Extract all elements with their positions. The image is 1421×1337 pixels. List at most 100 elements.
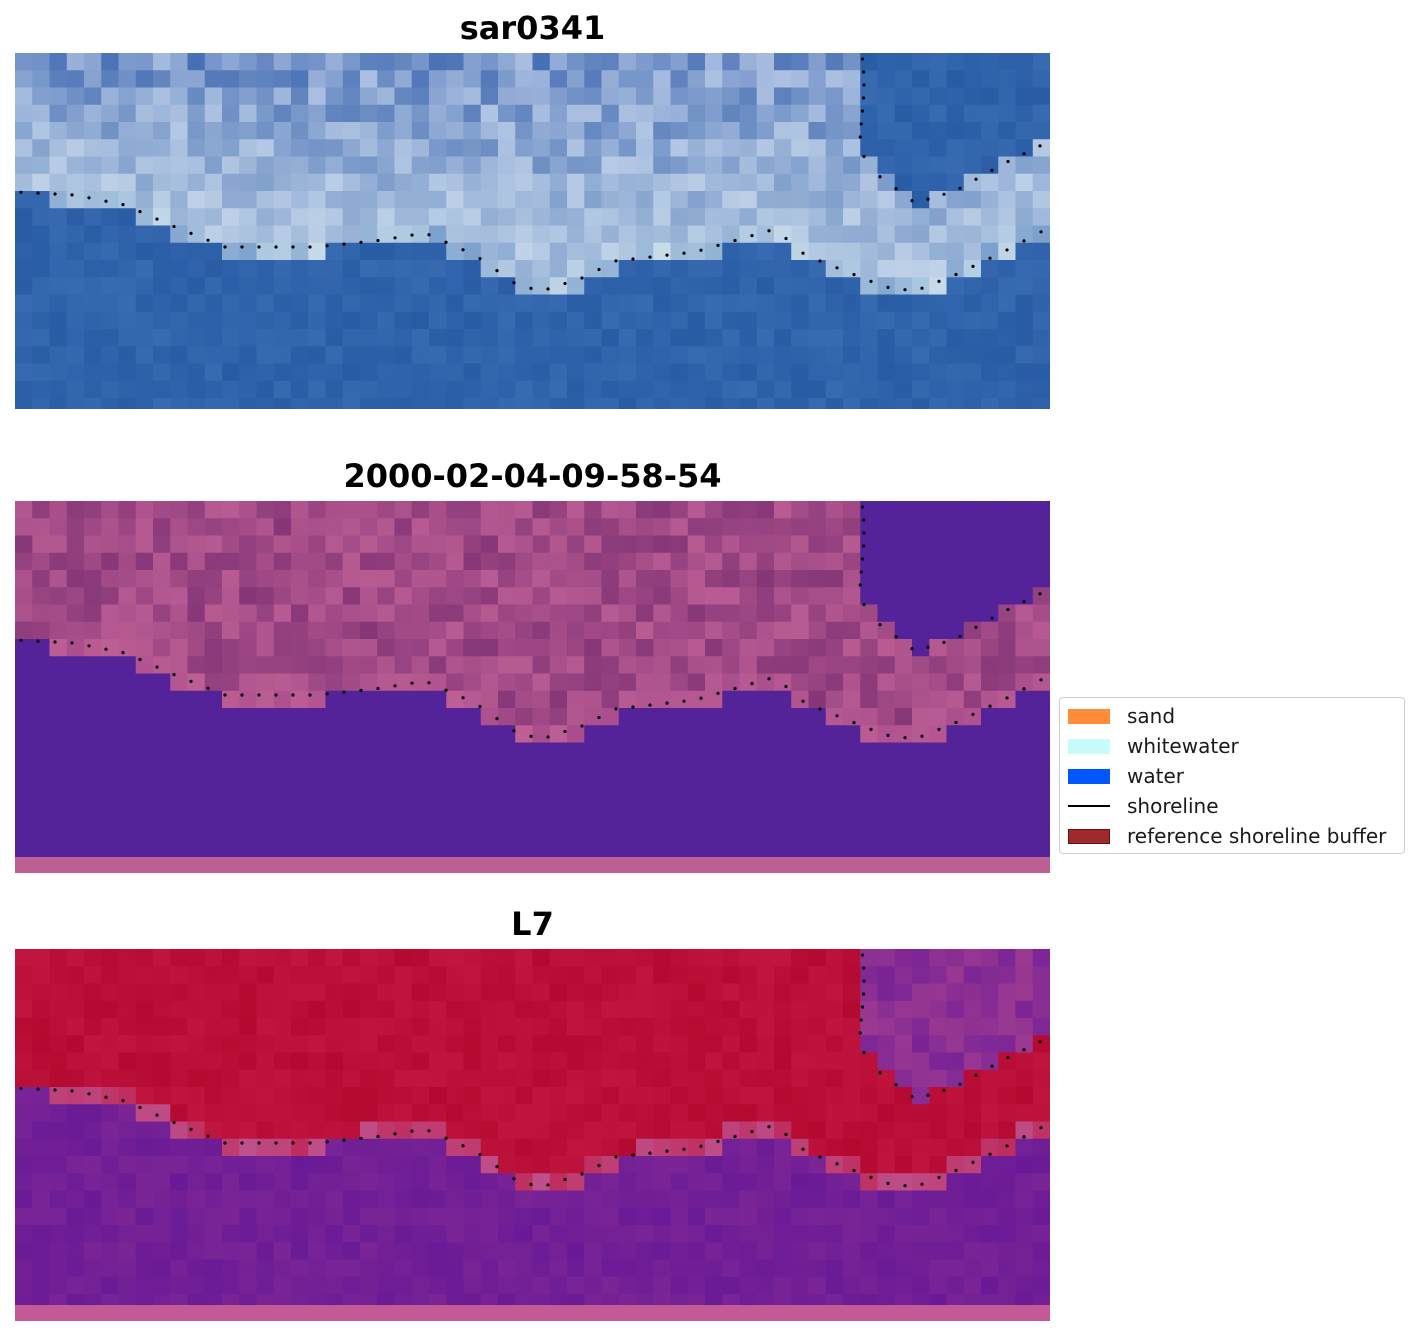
pixel-cell — [998, 708, 1017, 726]
pixel-cell — [135, 1190, 154, 1209]
pixel-cell — [981, 570, 999, 588]
pixel-cell — [204, 122, 223, 140]
pixel-cell — [998, 1035, 1017, 1054]
pixel-cell — [946, 639, 965, 657]
pixel-cell — [981, 1294, 999, 1305]
pixel-cell — [222, 777, 240, 795]
pixel-cell — [84, 1259, 102, 1278]
pixel-cell — [135, 380, 154, 399]
pixel-cell — [963, 70, 982, 89]
pixel-cell — [273, 690, 292, 709]
pixel-cell — [15, 518, 33, 537]
pixel-cell — [687, 966, 706, 985]
pixel-cell — [532, 535, 551, 554]
pixel-cell — [256, 208, 275, 227]
pixel-cell — [498, 380, 516, 399]
pixel-cell — [325, 1138, 344, 1157]
pixel-cell — [49, 673, 68, 692]
pixel-cell — [256, 1207, 275, 1226]
pixel-cell — [549, 983, 568, 1002]
pixel-cell — [411, 1207, 430, 1226]
pixel-cell — [480, 70, 499, 89]
pixel-cell — [480, 1018, 499, 1036]
pixel-cell — [187, 398, 206, 409]
pixel-cell — [360, 794, 378, 813]
pixel-cell — [480, 1087, 499, 1105]
pixel-cell — [618, 311, 637, 330]
pixel-cell — [653, 260, 672, 278]
pixel-cell — [843, 294, 861, 313]
pixel-cell — [1015, 1276, 1034, 1295]
pixel-cell — [153, 208, 171, 227]
pixel-cell — [308, 1242, 327, 1261]
pixel-cell — [860, 1207, 879, 1226]
pixel-cell — [601, 87, 620, 106]
shoreline-dot — [750, 682, 754, 686]
shoreline-dot — [410, 681, 414, 685]
pixel-cell — [222, 1087, 240, 1105]
pixel-cell — [498, 173, 516, 192]
pixel-cell — [170, 811, 189, 830]
pixel-cell — [843, 70, 861, 89]
pixel-cell — [66, 570, 85, 588]
pixel-cell — [463, 53, 482, 71]
pixel-cell — [187, 708, 206, 726]
pixel-cell — [463, 1276, 482, 1295]
pixel-cell — [118, 777, 137, 795]
pixel-cell — [463, 811, 482, 830]
pixel-cell — [808, 1173, 827, 1192]
pixel-cell — [1015, 518, 1034, 537]
pixel-cell — [411, 552, 430, 571]
pixel-cell — [49, 690, 68, 709]
pixel-cell — [222, 552, 240, 571]
pixel-cell — [15, 949, 33, 967]
pixel-cell — [567, 1259, 585, 1278]
pixel-cell — [480, 656, 499, 675]
pixel-cell — [15, 621, 33, 640]
pixel-cell — [170, 690, 189, 709]
pixel-cell — [66, 742, 85, 761]
pixel-cell — [825, 398, 844, 409]
pixel-cell — [791, 208, 810, 227]
pixel-cell — [774, 139, 792, 158]
pixel-cell — [291, 156, 309, 175]
pixel-cell — [66, 277, 85, 296]
pixel-cell — [653, 1035, 672, 1054]
pixel-cell — [360, 552, 378, 571]
pixel-cell — [981, 1035, 999, 1054]
pixel-cell — [49, 1276, 68, 1295]
pixel-cell — [774, 828, 792, 847]
pixel-cell — [1015, 621, 1034, 640]
pixel-cell — [722, 1087, 741, 1105]
pixel-cell — [791, 173, 810, 192]
pixel-cell — [239, 225, 258, 244]
pixel-cell — [549, 70, 568, 89]
pixel-cell — [532, 552, 551, 571]
pixel-cell — [308, 242, 327, 261]
pixel-cell — [739, 346, 758, 365]
shoreline-dot — [104, 647, 108, 651]
pixel-cell — [118, 260, 137, 278]
pixel-cell — [549, 1190, 568, 1209]
pixel-cell — [515, 1000, 534, 1019]
pixel-cell — [118, 277, 137, 296]
shoreline-dot — [894, 635, 898, 639]
pixel-cell — [342, 759, 361, 778]
pixel-cell — [204, 1156, 223, 1174]
pixel-cell — [101, 535, 120, 554]
pixel-cell — [360, 1294, 378, 1305]
shoreline-dot — [750, 1130, 754, 1134]
shoreline-dot — [860, 953, 865, 957]
pixel-cell — [377, 742, 396, 761]
pixel-cell — [463, 208, 482, 227]
shoreline-dot — [36, 639, 40, 643]
pixel-cell — [32, 1225, 51, 1243]
pixel-cell — [843, 1294, 861, 1305]
pixel-cell — [480, 1052, 499, 1071]
pixel-cell — [808, 708, 827, 726]
pixel-cell — [618, 777, 637, 795]
pixel-cell — [342, 260, 361, 278]
pixel-cell — [101, 949, 120, 967]
pixel-cell — [1015, 1294, 1034, 1305]
pixel-cell — [291, 742, 309, 761]
